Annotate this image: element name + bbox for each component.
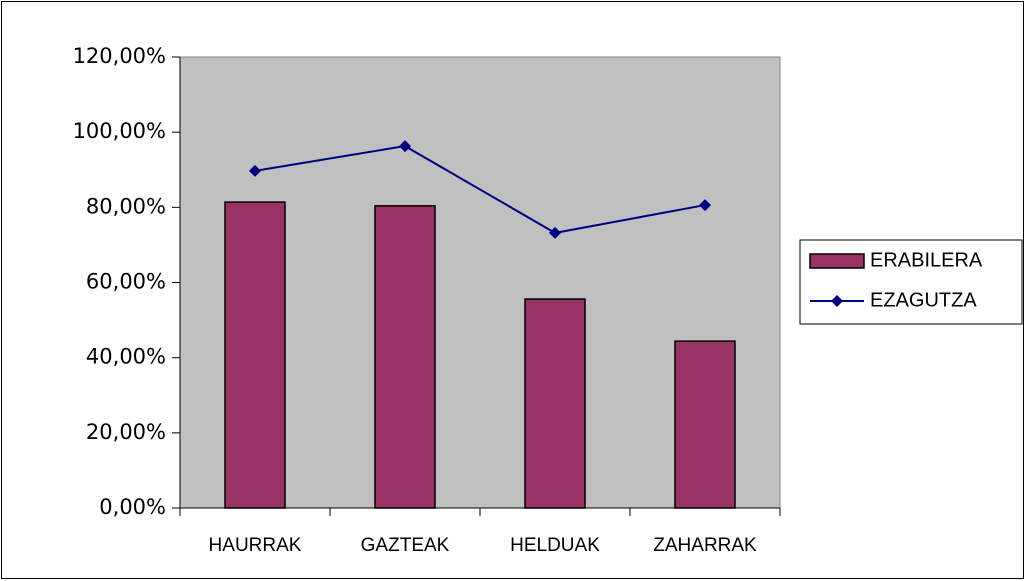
y-tick-label: 20,00% (86, 420, 166, 444)
marker (549, 226, 561, 239)
bar (374, 205, 436, 509)
legend-swatch (809, 253, 865, 269)
bar (524, 298, 586, 509)
y-tick-label: 80,00% (86, 194, 166, 218)
x-tick-label: HELDUAK (510, 535, 600, 556)
y-tick-label: 0,00% (99, 495, 166, 519)
y-tick-label: 60,00% (86, 270, 166, 294)
x-tick-label: GAZTEAK (361, 535, 450, 556)
line (254, 145, 706, 234)
bar (224, 201, 286, 509)
legend-marker (831, 295, 843, 307)
legend-label: EZAGUTZA (870, 289, 977, 311)
y-tick-label: 40,00% (86, 345, 166, 369)
bar (674, 340, 736, 509)
legend-label: ERABILERA (870, 249, 983, 271)
marker (249, 164, 261, 177)
y-tick-label: 120,00% (73, 44, 166, 68)
x-tick-label: ZAHARRAK (653, 535, 757, 556)
y-tick-label: 100,00% (73, 119, 166, 143)
marker (699, 199, 711, 212)
x-tick-label: HAURRAK (209, 535, 302, 556)
marker (399, 140, 411, 153)
